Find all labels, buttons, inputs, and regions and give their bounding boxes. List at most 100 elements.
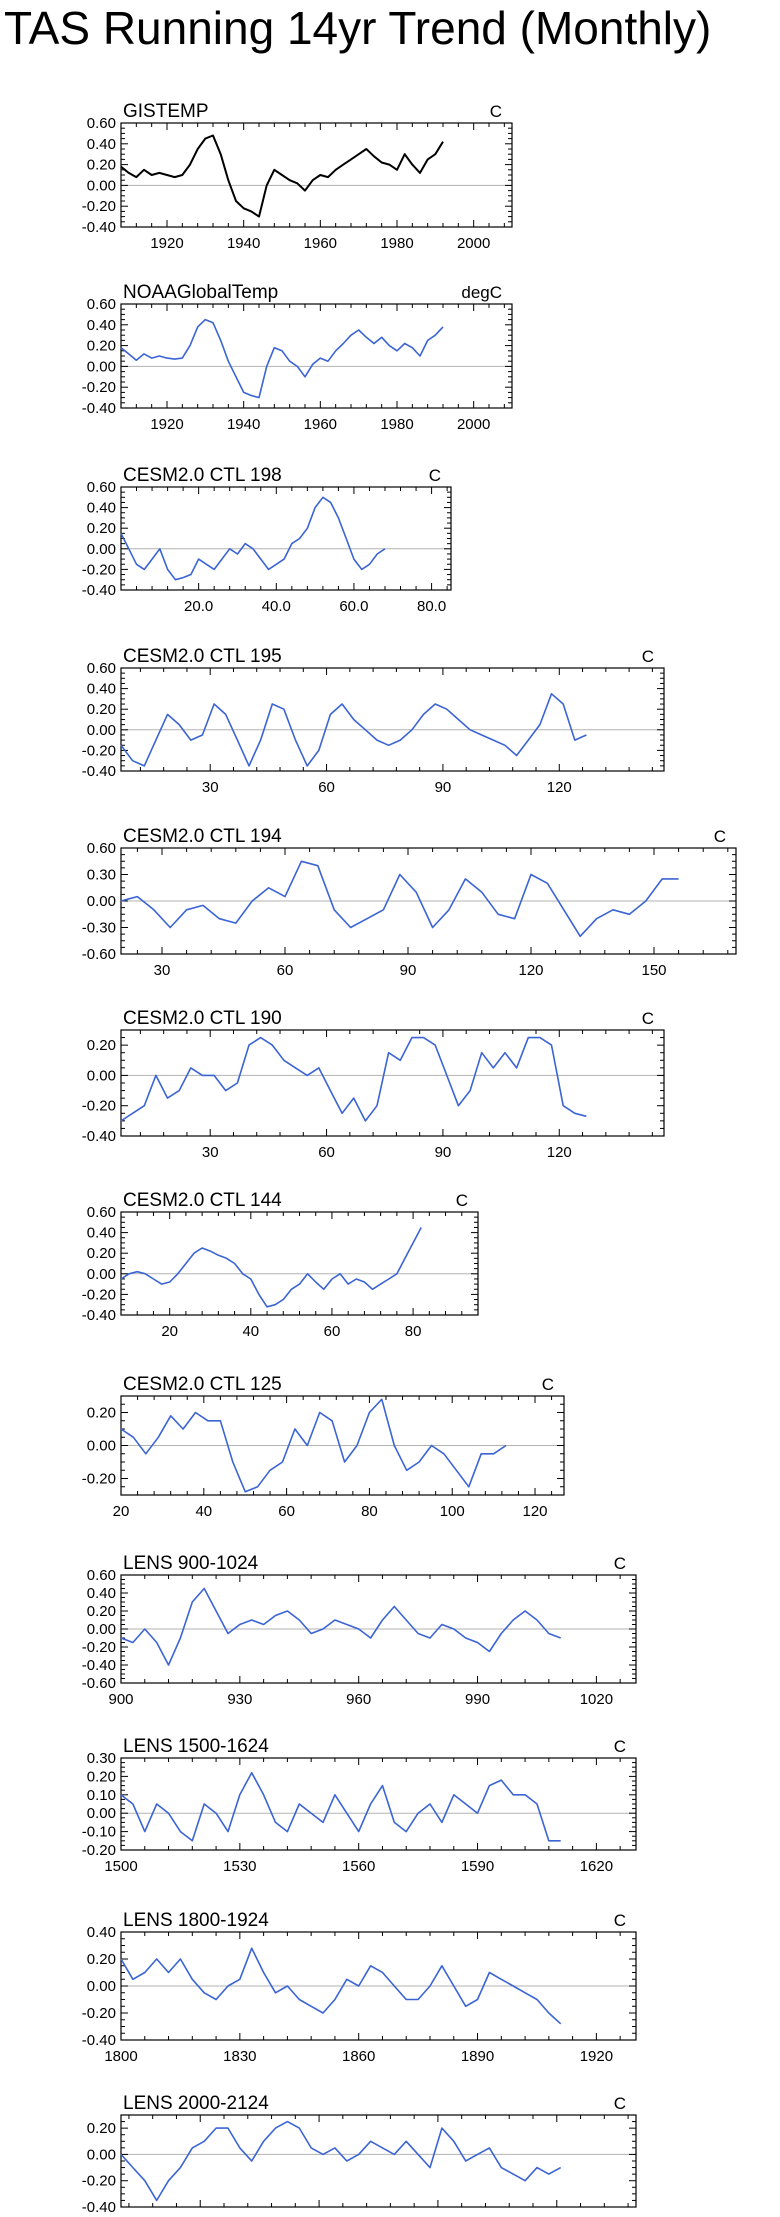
y-tick-label: 0.20 (87, 1037, 116, 1054)
panel-title: CESM2.0 CTL 190 (123, 1008, 282, 1029)
y-tick-label: 0.00 (87, 1621, 116, 1638)
y-tick-label: 0.00 (87, 541, 116, 558)
x-tick-label: 40 (195, 1503, 212, 1520)
plot-frame (120, 2114, 637, 2208)
x-tick-label: 1940 (227, 416, 260, 433)
y-tick-label: 0.30 (87, 1750, 116, 1767)
x-tick-label: 30 (202, 779, 219, 796)
y-tick-label: -0.20 (82, 198, 116, 215)
panel-title: CESM2.0 CTL 144 (123, 1190, 282, 1211)
y-tick-label: -0.60 (82, 1675, 116, 1692)
series-line (120, 692, 587, 767)
x-tick-label: 1890 (461, 2048, 494, 2065)
x-tick-label: 1960 (304, 235, 337, 252)
y-tick-label: 0.40 (87, 317, 116, 334)
panel-units: C (642, 647, 654, 666)
y-tick-label: 0.20 (87, 701, 116, 718)
x-tick-label: 90 (435, 1144, 452, 1161)
x-tick-label: 1920 (580, 2048, 613, 2065)
panel-title: CESM2.0 CTL 125 (123, 1374, 282, 1395)
y-tick-label: 0.40 (87, 1924, 116, 1941)
panel-title: GISTEMP (123, 101, 209, 122)
series-line (120, 1587, 561, 1666)
y-tick-label: 0.00 (87, 893, 116, 910)
y-tick-label: -0.20 (82, 1098, 116, 1115)
panel-title: LENS 1800-1924 (123, 1910, 269, 1931)
x-tick-label: 930 (227, 1691, 252, 1708)
y-tick-label: 0.00 (87, 2146, 116, 2163)
y-tick-label: 0.10 (87, 1787, 116, 1804)
x-tick-label: 120 (547, 779, 572, 796)
x-tick-label: 20 (161, 1323, 178, 1340)
panel-title: NOAAGlobalTemp (123, 282, 278, 303)
x-tick-label: 1960 (304, 416, 337, 433)
y-tick-label: 0.60 (87, 1204, 116, 1221)
plot-frame (120, 1029, 665, 1137)
x-tick-label: 1560 (342, 1858, 375, 1875)
x-tick-label: 2000 (457, 235, 490, 252)
x-tick-label: 1590 (461, 1858, 494, 1875)
y-tick-label: 0.00 (87, 1266, 116, 1283)
x-tick-label: 30 (202, 1144, 219, 1161)
x-tick-label: 120 (547, 1144, 572, 1161)
page-title: TAS Running 14yr Trend (Monthly) (4, 2, 712, 54)
x-tick-label: 80 (405, 1323, 422, 1340)
y-tick-label: -0.40 (82, 219, 116, 236)
y-tick-label: 0.00 (87, 1438, 116, 1455)
y-tick-label: -0.20 (82, 379, 116, 396)
y-tick-label: 0.60 (87, 660, 116, 677)
y-tick-label: 0.20 (87, 338, 116, 355)
x-tick-label: 60 (318, 1144, 335, 1161)
x-tick-label: 30 (154, 962, 171, 979)
y-tick-label: -0.40 (82, 400, 116, 417)
chart-panel: LENS 1500-1624 C -0.20-0.10 0.000.10 0.200.3… (82, 1736, 637, 1875)
x-tick-label: 960 (346, 1691, 371, 1708)
x-tick-label: 1920 (184, 2215, 217, 2217)
panel-units: C (642, 1009, 654, 1028)
y-tick-label: -0.40 (82, 2199, 116, 2216)
y-tick-label: -0.40 (82, 1307, 116, 1324)
panel-title: CESM2.0 CTL 194 (123, 826, 282, 847)
x-tick-label: 1860 (342, 2048, 375, 2065)
y-tick-label: 0.60 (87, 840, 116, 857)
panel-units: C (614, 2094, 626, 2113)
x-tick-label: 1800 (104, 2048, 137, 2065)
x-tick-label: 80.0 (417, 598, 446, 615)
panel-units: C (429, 466, 441, 485)
panel-units: C (490, 102, 502, 121)
x-tick-label: 120 (518, 962, 543, 979)
chart-panel: CESM2.0 CTL 144 C -0.40 -0.20 0.00 0.20 0.40 0.… (82, 1190, 479, 1340)
y-tick-label: -0.20 (82, 561, 116, 578)
y-tick-label: 0.20 (87, 2120, 116, 2137)
series-line (120, 134, 444, 218)
x-tick-label: 1950 (302, 2215, 335, 2217)
y-tick-label: -0.10 (82, 1824, 116, 1841)
x-tick-label: 1530 (223, 1858, 256, 1875)
x-tick-label: 1920 (150, 235, 183, 252)
plot-frame (120, 667, 665, 772)
series-line (120, 318, 444, 399)
series-line (120, 496, 386, 581)
panel-units: C (614, 1554, 626, 1573)
x-tick-label: 90 (400, 962, 417, 979)
y-tick-label: -0.20 (82, 1639, 116, 1656)
y-tick-label: 0.20 (87, 157, 116, 174)
x-tick-label: 60 (277, 962, 294, 979)
y-tick-label: 0.60 (87, 479, 116, 496)
series-line (120, 1771, 561, 1842)
x-tick-label: 2010 (540, 2215, 573, 2217)
y-tick-label: 0.00 (87, 177, 116, 194)
y-tick-label: -0.40 (82, 763, 116, 780)
chart-panel: GISTEMP C -0.40 -0.20 0.00 0.20 0.40 0.60 1920 19… (82, 101, 513, 252)
y-tick-label: 0.20 (87, 1603, 116, 1620)
series-line (120, 2120, 562, 2202)
series-line (120, 1947, 562, 2025)
y-tick-label: -0.20 (82, 2005, 116, 2022)
y-tick-label: -0.60 (82, 946, 116, 963)
panel-units: C (542, 1375, 554, 1394)
y-tick-label: -0.30 (82, 920, 116, 937)
y-tick-label: -0.40 (82, 582, 116, 599)
y-tick-label: 0.20 (87, 520, 116, 537)
chart-panel: CESM2.0 CTL 195 C -0.40 -0.20 0.00 0.20 0.40 0.… (82, 646, 665, 796)
